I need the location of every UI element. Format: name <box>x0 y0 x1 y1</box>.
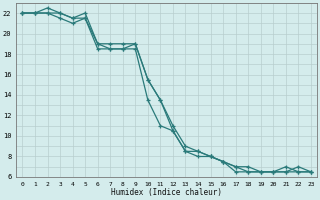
X-axis label: Humidex (Indice chaleur): Humidex (Indice chaleur) <box>111 188 222 197</box>
